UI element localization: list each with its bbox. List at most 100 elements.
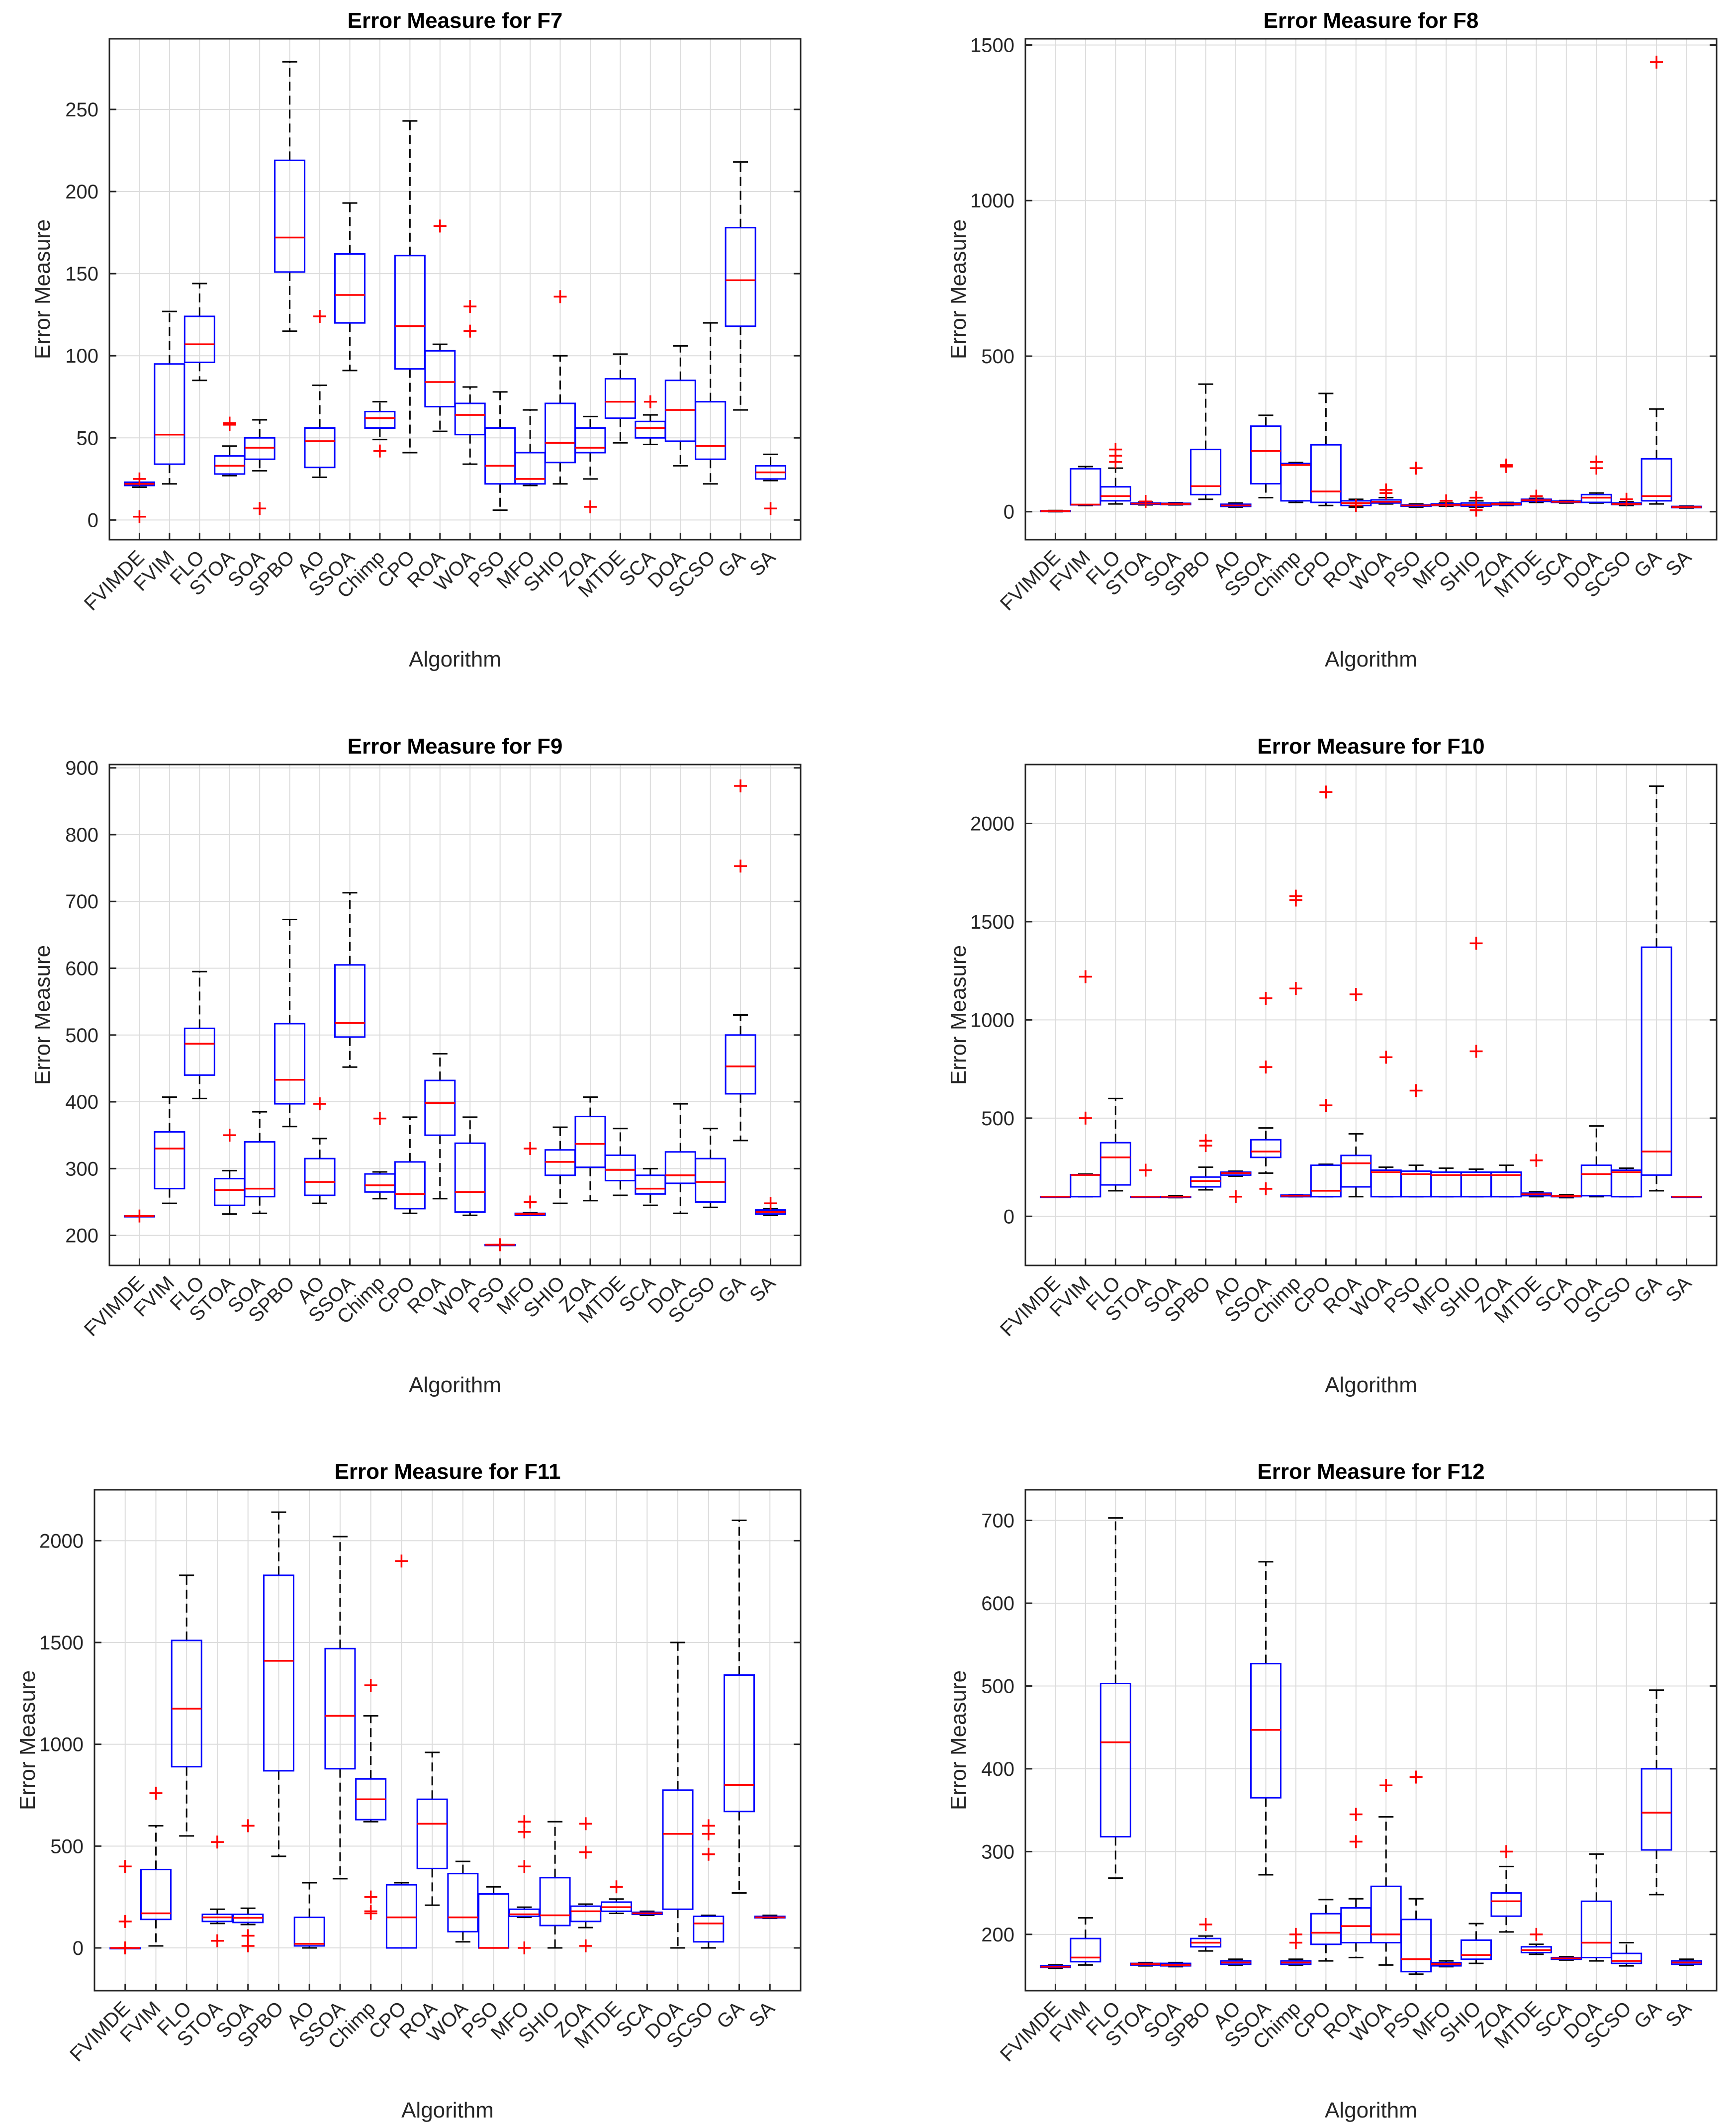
outlier-marker [1620, 492, 1633, 506]
outlier-marker [518, 1860, 531, 1873]
outlier-marker [1079, 1111, 1092, 1125]
box-flo [171, 1574, 202, 1837]
iqr-box [244, 1141, 275, 1198]
iqr-box [263, 1574, 294, 1772]
chart-title: Error Measure for F7 [348, 8, 563, 33]
iqr-box [1099, 1682, 1131, 1837]
box-soa [1160, 1195, 1191, 1199]
outlier-marker [313, 1097, 327, 1111]
outlier-marker [1349, 1808, 1363, 1821]
outlier-marker [1139, 1163, 1152, 1177]
y-tick-label: 200 [981, 1924, 1014, 1946]
chart-title: Error Measure for F10 [1257, 734, 1484, 759]
box-roa [1340, 1808, 1372, 1958]
axes-frame [1024, 38, 1718, 541]
y-tick-label: 50 [77, 427, 99, 449]
box-shio [1461, 491, 1492, 517]
box-zoa [1490, 458, 1522, 506]
box-pso [478, 1886, 510, 1949]
box-woa [454, 300, 486, 465]
iqr-box [514, 452, 546, 485]
box-cpo [385, 1554, 417, 1949]
outlier-marker [702, 1847, 715, 1861]
box-fvim [154, 310, 185, 485]
outlier-marker [1440, 494, 1453, 507]
outlier-marker [702, 1819, 715, 1833]
outlier-marker [1469, 937, 1483, 950]
outlier-marker [395, 1554, 408, 1568]
y-tick-label: 0 [1004, 501, 1014, 523]
box-fvim [1070, 970, 1101, 1198]
outlier-marker [149, 1786, 163, 1800]
axes-frame [108, 38, 802, 541]
box-chimp [355, 1678, 387, 1920]
outlier-marker [1409, 1770, 1423, 1784]
box-fvimde [123, 1209, 155, 1223]
box-zoa [1490, 1845, 1522, 1933]
y-tick-label: 1500 [970, 35, 1014, 57]
outlier-marker [1289, 1928, 1302, 1941]
box-ssoa [334, 202, 365, 372]
box-mtde [1520, 489, 1552, 503]
box-soa [244, 419, 275, 515]
box-woa [447, 1860, 479, 1943]
box-cpo [394, 120, 426, 454]
outlier-marker [373, 1112, 386, 1125]
box-soa [244, 1111, 275, 1214]
outlier-marker [364, 1678, 377, 1692]
iqr-box [1400, 1919, 1432, 1973]
y-tick-label: 0 [88, 509, 98, 531]
x-axis-label: Algorithm [401, 2098, 494, 2122]
box-chimp [364, 401, 396, 458]
box-mfo [1430, 1960, 1462, 1968]
iqr-box [140, 1868, 172, 1921]
box-chimp [1280, 1928, 1312, 1966]
chart-panel-3: 200300400500600700800900FVIMDEFVIMFLOSTO… [30, 734, 802, 1397]
outlier-marker [524, 1142, 537, 1156]
outlier-marker [118, 1941, 132, 1955]
y-tick-label: 300 [65, 1158, 98, 1180]
iqr-box [574, 1116, 606, 1168]
box-ao [304, 309, 336, 479]
box-fvimde [123, 472, 155, 523]
iqr-box [416, 1798, 448, 1869]
y-tick-label: 500 [981, 1675, 1014, 1697]
y-tick-label: 400 [65, 1091, 98, 1113]
outlier-marker [553, 290, 567, 303]
box-doa [662, 1641, 694, 1949]
x-axis-label: Algorithm [1325, 1373, 1417, 1397]
iqr-box [695, 401, 727, 460]
box-scso [1611, 1941, 1643, 1967]
y-tick-label: 800 [65, 824, 98, 846]
y-tick-label: 400 [981, 1758, 1014, 1780]
iqr-box [1641, 946, 1672, 1176]
box-roa [424, 219, 456, 432]
box-spbo [274, 61, 306, 332]
iqr-box [1370, 1885, 1402, 1943]
y-tick-label: 200 [65, 181, 98, 203]
iqr-box [1250, 1139, 1281, 1158]
box-mfo [508, 1815, 540, 1955]
box-ssoa [1250, 414, 1281, 499]
outlier-marker [610, 1880, 623, 1894]
box-sca [1551, 499, 1582, 504]
outlier-marker [734, 860, 747, 873]
iqr-box [334, 964, 365, 1038]
outlier-marker [1079, 970, 1092, 983]
chart-title: Error Measure for F8 [1264, 8, 1479, 33]
box-stoa [1130, 1961, 1162, 1967]
box-flo [1099, 1097, 1131, 1192]
box-mtde [604, 1128, 636, 1196]
outlier-marker [518, 1941, 531, 1955]
outlier-marker [1530, 1928, 1543, 1941]
outlier-marker [253, 502, 267, 515]
iqr-box [539, 1877, 571, 1927]
outlier-marker [764, 502, 777, 515]
outlier-marker [1319, 785, 1333, 799]
box-fvim [140, 1786, 172, 1947]
box-sa [1671, 505, 1703, 509]
box-roa [424, 1053, 456, 1200]
box-ao [1220, 1170, 1252, 1203]
iqr-box [1641, 458, 1672, 502]
